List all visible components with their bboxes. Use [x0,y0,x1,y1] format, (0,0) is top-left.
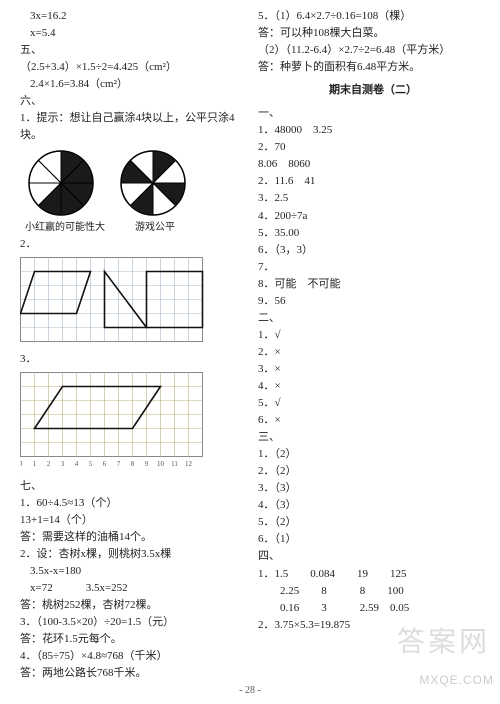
a5: 3．2.5 [258,190,488,207]
svg-text:11: 11 [171,460,178,468]
svg-text:10: 10 [157,460,165,468]
l6-2: 2． [20,236,242,253]
q7-1c: 答：需要这样的油桶14个。 [20,529,242,546]
j6: 6．× [258,412,488,429]
a10: 8．可能 不可能 [258,276,488,293]
sec7: 七、 [20,478,242,495]
a8: 6．（3，3） [258,242,488,259]
exam-title: 期末自测卷（二） [258,82,488,99]
sec2: 二、 [258,310,488,327]
q7-4b: 答：两地公路长768千米。 [20,665,242,682]
c1: 1．（2） [258,446,488,463]
svg-text:1: 1 [33,460,37,468]
r5b: 答：可以种108棵大白菜。 [258,25,488,42]
t4-2: 2．3.75×5.3=19.875 [258,617,488,634]
grid1 [20,257,204,343]
c3: 3．（3） [258,480,488,497]
sec4: 四、 [258,548,488,565]
a11: 9．56 [258,293,488,310]
j4: 4．× [258,378,488,395]
q7-2b: 3.5x-x=180 [20,563,242,580]
svg-text:7: 7 [117,460,121,468]
t4-1c: 0.16 3 2.59 0.05 [258,600,488,617]
svg-text:4: 4 [75,460,79,468]
l6-1: 1．提示：想让自己赢涂4块以上，公平只涂4块。 [20,110,242,144]
pie-right [118,148,188,218]
a3: 8.06 8060 [258,156,488,173]
j2: 2．× [258,344,488,361]
svg-text:9: 9 [145,460,149,468]
q7-4a: 4．（85÷75）×4.8≈768（千米） [20,648,242,665]
c5: 5．（2） [258,514,488,531]
pie-left [26,148,96,218]
r5c: （2）（11.2-6.4）×2.7÷2=6.48（平方米） [258,42,488,59]
pie-left-wrap [26,148,96,218]
j5: 5．√ [258,395,488,412]
pie-captions: 小红赢的可能性大 游戏公平 [20,220,242,236]
pie-right-wrap [118,148,188,218]
svg-text:8: 8 [131,460,135,468]
a7: 5．35.00 [258,225,488,242]
c4: 4．（3） [258,497,488,514]
j3: 3．× [258,361,488,378]
right-column: 5．（1）6.4×2.7÷0.16=108（棵） 答：可以种108棵大白菜。 （… [250,0,500,704]
svg-text:0: 0 [20,460,23,468]
svg-text:3: 3 [61,460,65,468]
l5b: 2.4×1.6=3.84（cm²） [20,76,242,93]
r5a: 5．（1）6.4×2.7÷0.16=108（棵） [258,8,488,25]
q7-2a: 2．设：杏树x棵，则桃树3.5x棵 [20,546,242,563]
eq1: 3x=16.2 [20,8,242,25]
a6: 4．200÷7a [258,208,488,225]
a4: 2．11.6 41 [258,173,488,190]
page: 3x=16.2 x=5.4 五、 （2.5+3.4）×1.5÷2=4.425（c… [0,0,500,704]
a2: 2．70 [258,139,488,156]
sec1: 一、 [258,105,488,122]
q7-3a: 3．（100-3.5×20）÷20=1.5（元） [20,614,242,631]
t4-1b: 2.25 8 8 100 [258,583,488,600]
l5a: （2.5+3.4）×1.5÷2=4.425（cm²） [20,59,242,76]
q7-2c: x=72 3.5x=252 [20,580,242,597]
t4-1: 1．1.5 0.084 19 125 [258,566,488,583]
c6: 6．（1） [258,531,488,548]
svg-text:12: 12 [185,460,193,468]
svg-text:5: 5 [89,460,93,468]
q7-2d: 答：桃树252棵，杏树72棵。 [20,597,242,614]
sec6: 六、 [20,93,242,110]
svg-text:2: 2 [47,460,51,468]
pie-caption-right: 游戏公平 [120,220,190,236]
q7-3b: 答：花环1.5元每个。 [20,631,242,648]
sec5: 五、 [20,42,242,59]
a1: 1．48000 3.25 [258,122,488,139]
j1: 1．√ [258,327,488,344]
eq2: x=5.4 [20,25,242,42]
r5d: 答：种萝卜的面积有6.48平方米。 [258,59,488,76]
pie-caption-left: 小红赢的可能性大 [20,220,110,236]
svg-text:6: 6 [103,460,107,468]
grid2-wrap: 0123456789101112 [20,372,242,470]
grid1-wrap [20,257,242,343]
c2: 2．（2） [258,463,488,480]
sec3: 三、 [258,429,488,446]
left-column: 3x=16.2 x=5.4 五、 （2.5+3.4）×1.5÷2=4.425（c… [0,0,250,704]
page-number: - 28 - [0,683,500,699]
grid2: 0123456789101112 [20,372,204,470]
l6-3: 3． [20,351,242,368]
q7-1b: 13+1=14（个） [20,512,242,529]
a9: 7． [258,259,488,276]
pie-row [26,148,242,218]
q7-1a: 1．60÷4.5≈13（个） [20,495,242,512]
